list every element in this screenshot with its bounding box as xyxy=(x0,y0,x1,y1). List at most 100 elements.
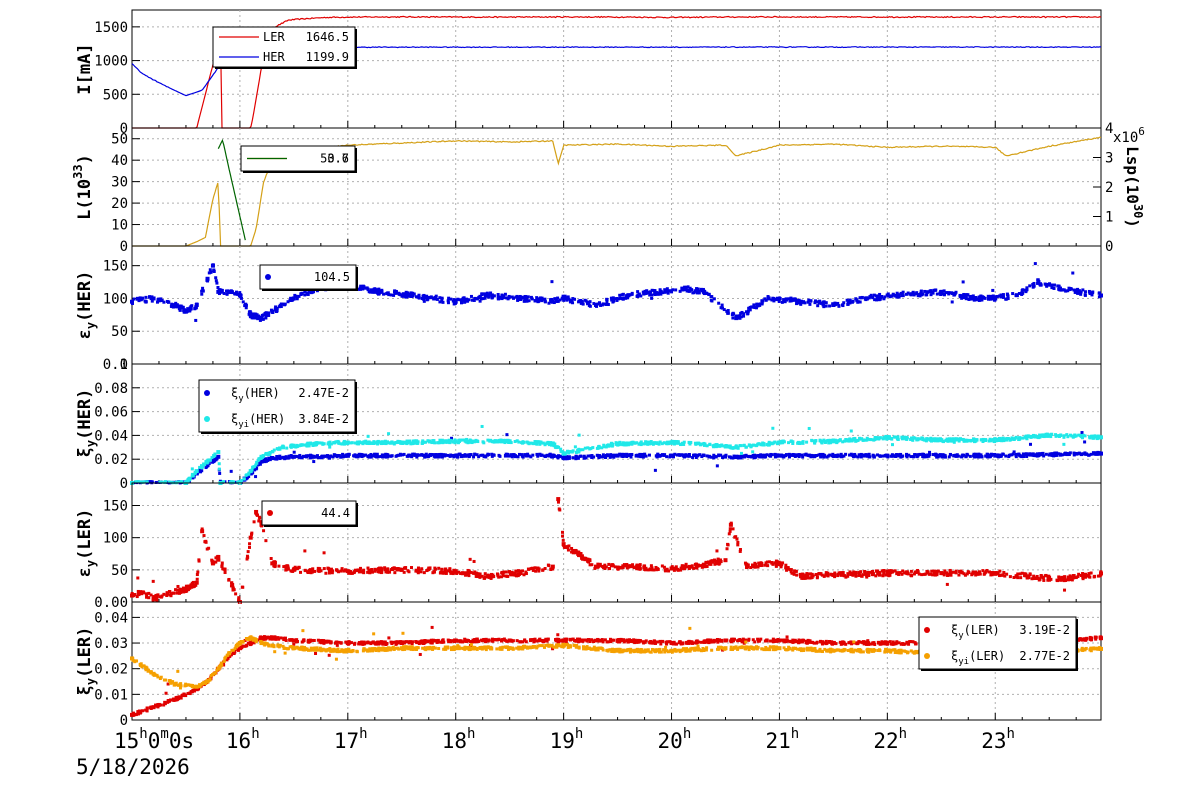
data-point xyxy=(455,453,459,457)
data-point xyxy=(1091,290,1095,294)
data-point xyxy=(441,300,445,304)
data-point xyxy=(239,293,243,297)
data-point xyxy=(1097,451,1101,455)
data-point xyxy=(965,452,969,456)
data-point xyxy=(379,566,383,570)
data-point xyxy=(682,567,686,571)
data-point xyxy=(238,291,242,295)
data-point xyxy=(928,453,932,457)
data-point xyxy=(682,454,686,458)
data-point xyxy=(295,455,299,459)
data-point xyxy=(575,456,579,460)
data-point xyxy=(581,448,585,452)
data-point xyxy=(427,295,431,299)
y-tick-label: 0.08 xyxy=(94,381,128,397)
data-point xyxy=(972,452,976,456)
data-point xyxy=(877,573,881,577)
data-point xyxy=(438,438,442,442)
data-point xyxy=(915,291,919,295)
data-point xyxy=(647,441,651,445)
data-point xyxy=(900,291,904,295)
data-point xyxy=(264,316,268,320)
data-point xyxy=(423,453,427,457)
data-point xyxy=(1053,451,1057,455)
data-point xyxy=(398,440,402,444)
data-point xyxy=(934,288,938,292)
data-point xyxy=(331,455,335,459)
data-point xyxy=(271,310,275,314)
data-point xyxy=(607,454,611,458)
data-point xyxy=(1080,431,1084,435)
data-point xyxy=(511,573,515,577)
data-point xyxy=(157,297,161,301)
data-point xyxy=(757,302,761,306)
data-point xyxy=(470,298,474,302)
data-point xyxy=(958,437,962,441)
data-point xyxy=(194,580,199,585)
legend-value: 3.84E-2 xyxy=(298,412,349,426)
data-point xyxy=(1068,288,1072,292)
data-point xyxy=(309,571,313,575)
data-point xyxy=(784,566,788,570)
data-point xyxy=(516,574,520,578)
data-point xyxy=(856,438,860,442)
data-point xyxy=(189,305,193,309)
data-point xyxy=(789,439,793,443)
data-point xyxy=(305,455,309,459)
data-point xyxy=(562,451,566,455)
data-point xyxy=(971,438,975,442)
data-point xyxy=(665,567,669,571)
data-point xyxy=(859,452,863,456)
data-point xyxy=(702,292,706,296)
data-point xyxy=(636,290,640,294)
data-point xyxy=(739,454,743,458)
data-point xyxy=(702,441,706,445)
data-point xyxy=(880,454,884,458)
data-point xyxy=(713,562,717,566)
data-point xyxy=(184,310,188,314)
data-point xyxy=(942,571,946,575)
data-point xyxy=(676,568,680,572)
data-point xyxy=(201,289,205,293)
data-point xyxy=(934,437,938,441)
data-point xyxy=(206,279,210,283)
data-point xyxy=(162,592,166,596)
data-point xyxy=(245,643,249,647)
data-point xyxy=(241,585,245,589)
data-point xyxy=(635,441,639,445)
data-point xyxy=(896,437,900,441)
data-point xyxy=(742,314,746,318)
data-point xyxy=(800,574,804,578)
data-point xyxy=(223,570,227,574)
data-point xyxy=(272,637,276,641)
data-point xyxy=(182,310,186,314)
data-point xyxy=(774,563,778,567)
data-point xyxy=(722,308,726,312)
data-point xyxy=(773,561,777,565)
data-point xyxy=(553,442,557,446)
data-point xyxy=(890,443,894,447)
data-point xyxy=(486,293,490,297)
data-point xyxy=(654,454,658,458)
data-point xyxy=(828,304,832,308)
data-point xyxy=(399,568,403,572)
data-point xyxy=(319,441,323,445)
data-point xyxy=(144,592,148,596)
data-point xyxy=(719,560,723,564)
data-point xyxy=(504,296,508,300)
y2-multiplier: x106 xyxy=(1113,125,1145,146)
data-point xyxy=(614,453,618,457)
data-point xyxy=(679,568,683,572)
data-point xyxy=(985,568,989,572)
data-point xyxy=(347,452,351,456)
data-point xyxy=(152,595,156,599)
data-point xyxy=(212,460,216,464)
data-point xyxy=(781,561,785,565)
data-point xyxy=(367,570,371,574)
data-point xyxy=(297,444,301,448)
data-point xyxy=(635,453,639,457)
data-point xyxy=(854,570,858,574)
data-point xyxy=(513,439,517,443)
data-point xyxy=(708,442,712,446)
data-point xyxy=(899,455,903,459)
